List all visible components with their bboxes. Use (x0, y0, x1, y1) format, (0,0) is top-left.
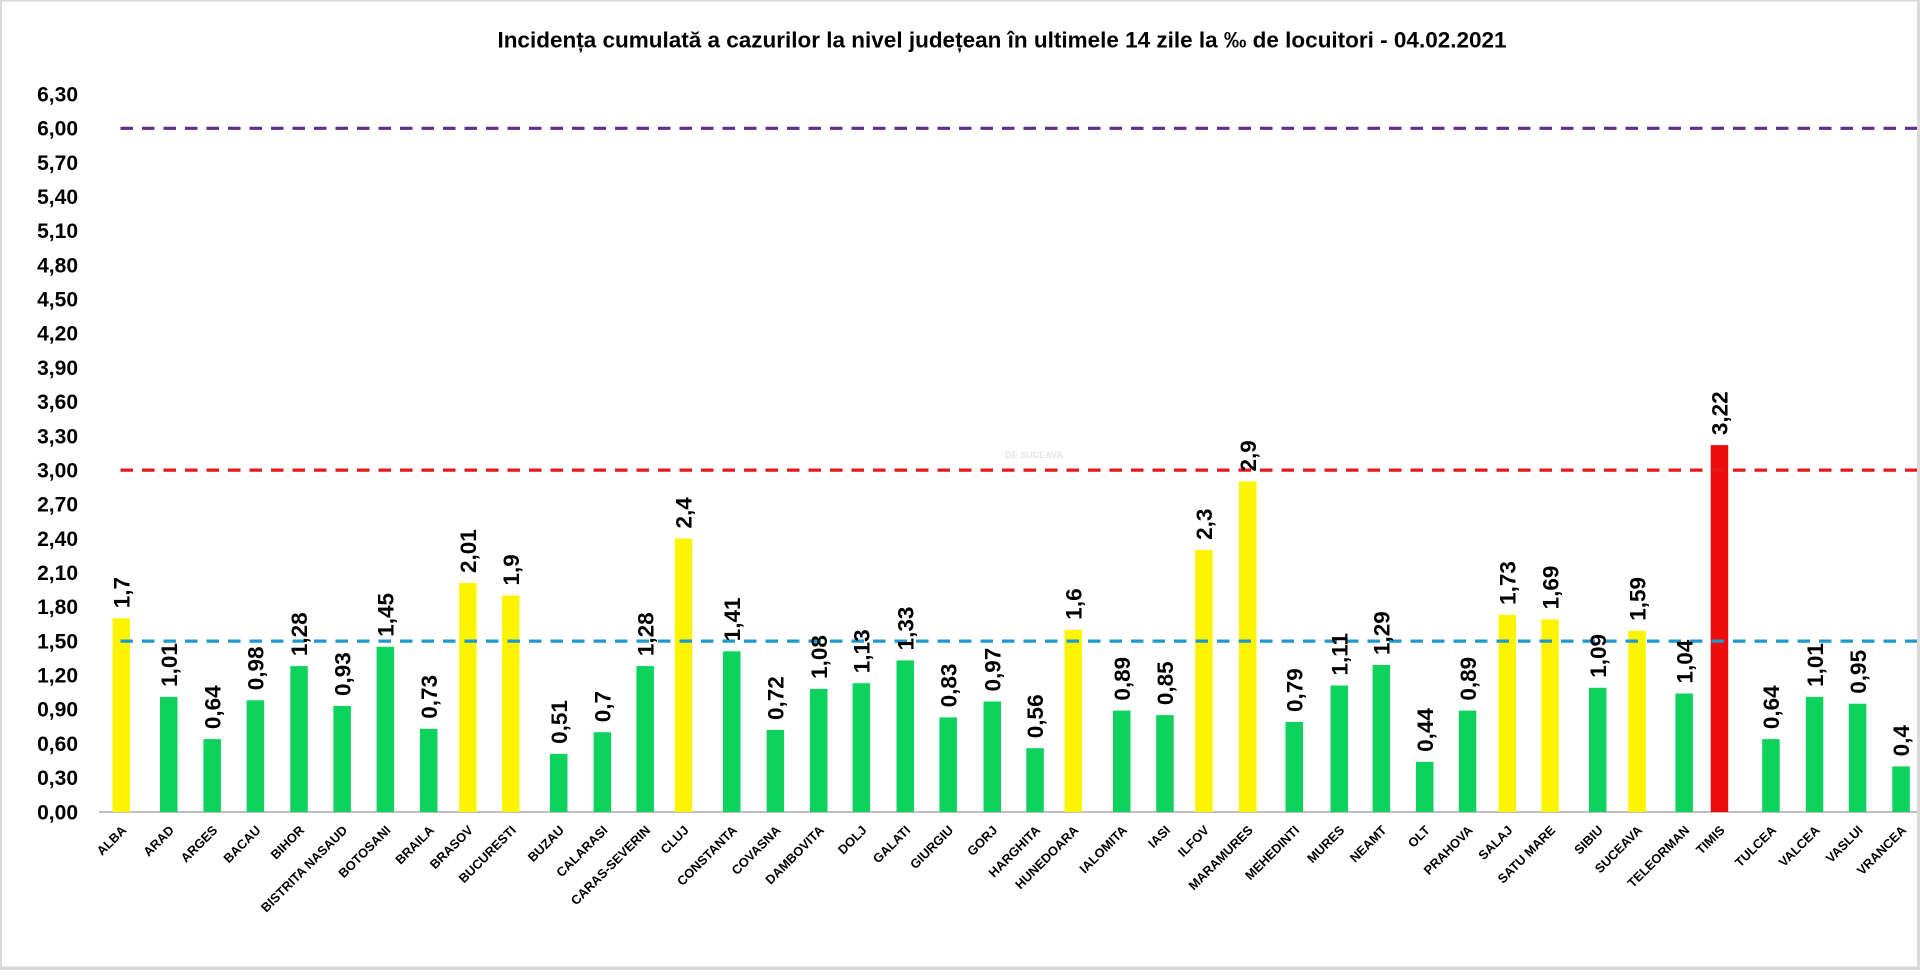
svg-text:Incidența cumulată a cazurilor: Incidența cumulată a cazurilor la nivel … (497, 28, 1506, 53)
svg-text:0,93: 0,93 (330, 652, 355, 696)
svg-text:4,50: 4,50 (37, 289, 78, 312)
svg-text:1,09: 1,09 (1586, 634, 1611, 678)
svg-text:2,9: 2,9 (1236, 440, 1261, 471)
svg-text:0,30: 0,30 (37, 767, 78, 790)
svg-text:0,44: 0,44 (1413, 708, 1438, 752)
svg-text:0,98: 0,98 (244, 647, 269, 691)
svg-text:3,22: 3,22 (1708, 391, 1733, 435)
svg-text:2,10: 2,10 (37, 562, 78, 585)
svg-text:1,7: 1,7 (109, 577, 134, 608)
svg-text:0,4: 0,4 (1889, 725, 1914, 757)
svg-text:6,00: 6,00 (37, 118, 78, 141)
svg-text:3,60: 3,60 (37, 391, 78, 414)
svg-text:0,83: 0,83 (936, 664, 961, 708)
svg-text:0,97: 0,97 (980, 648, 1005, 692)
svg-text:0,00: 0,00 (37, 801, 78, 824)
svg-text:0,89: 0,89 (1456, 657, 1481, 701)
svg-text:4,80: 4,80 (37, 254, 78, 277)
svg-text:5,10: 5,10 (37, 220, 78, 243)
svg-text:1,50: 1,50 (37, 630, 78, 653)
svg-text:6,30: 6,30 (37, 83, 78, 106)
svg-text:1,28: 1,28 (633, 612, 658, 656)
svg-text:0,64: 0,64 (1759, 685, 1784, 729)
svg-text:1,69: 1,69 (1538, 566, 1563, 610)
svg-text:5,40: 5,40 (37, 186, 78, 209)
svg-text:0,7: 0,7 (591, 691, 616, 722)
svg-text:1,59: 1,59 (1625, 577, 1650, 621)
svg-text:1,28: 1,28 (287, 612, 312, 656)
svg-text:1,73: 1,73 (1496, 561, 1521, 605)
svg-text:0,72: 0,72 (764, 676, 789, 720)
svg-text:1,29: 1,29 (1370, 611, 1395, 655)
svg-text:1,80: 1,80 (37, 596, 78, 619)
svg-text:1,41: 1,41 (720, 598, 745, 642)
svg-text:2,3: 2,3 (1192, 509, 1217, 540)
svg-text:1,33: 1,33 (893, 607, 918, 651)
svg-text:0,85: 0,85 (1153, 661, 1178, 705)
svg-text:0,64: 0,64 (200, 685, 225, 729)
svg-text:1,08: 1,08 (807, 635, 832, 679)
svg-text:0,95: 0,95 (1846, 650, 1871, 694)
svg-text:0,79: 0,79 (1283, 668, 1308, 712)
svg-text:1,9: 1,9 (499, 554, 524, 585)
svg-text:2,40: 2,40 (37, 528, 78, 551)
svg-text:0,89: 0,89 (1110, 657, 1135, 701)
svg-text:DE SUCEAVA: DE SUCEAVA (1005, 450, 1063, 460)
svg-text:0,90: 0,90 (37, 699, 78, 722)
svg-text:1,45: 1,45 (374, 593, 399, 637)
svg-text:2,01: 2,01 (456, 529, 481, 573)
svg-text:5,70: 5,70 (37, 152, 78, 175)
svg-text:1,13: 1,13 (850, 629, 875, 673)
svg-text:0,60: 0,60 (37, 733, 78, 756)
svg-text:1,01: 1,01 (1803, 643, 1828, 687)
svg-text:3,90: 3,90 (37, 357, 78, 380)
svg-text:2,70: 2,70 (37, 494, 78, 517)
svg-text:1,11: 1,11 (1327, 633, 1352, 676)
svg-text:3,00: 3,00 (37, 460, 78, 483)
svg-text:1,6: 1,6 (1062, 588, 1087, 619)
svg-text:4,20: 4,20 (37, 323, 78, 346)
svg-text:0,73: 0,73 (417, 675, 442, 719)
svg-text:1,20: 1,20 (37, 665, 78, 688)
svg-text:3,30: 3,30 (37, 425, 78, 448)
svg-text:1,04: 1,04 (1672, 639, 1697, 683)
svg-text:1,01: 1,01 (157, 643, 182, 687)
svg-text:0,56: 0,56 (1023, 694, 1048, 738)
svg-text:0,51: 0,51 (547, 700, 572, 744)
svg-text:2,4: 2,4 (672, 497, 697, 529)
